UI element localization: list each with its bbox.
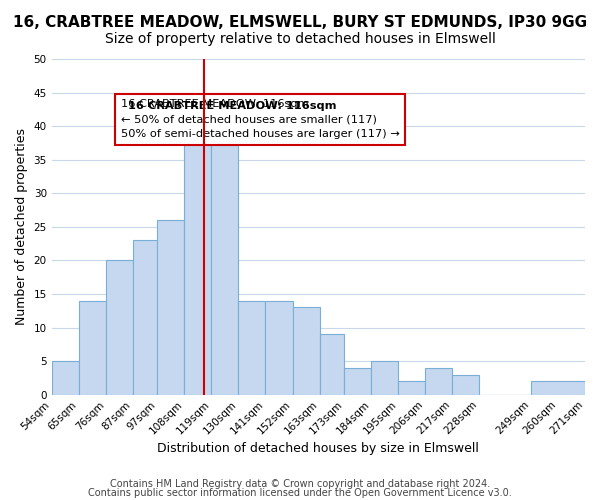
Text: Contains public sector information licensed under the Open Government Licence v3: Contains public sector information licen… <box>88 488 512 498</box>
Bar <box>293 308 320 394</box>
Bar <box>344 368 371 394</box>
Bar <box>452 374 479 394</box>
Y-axis label: Number of detached properties: Number of detached properties <box>15 128 28 326</box>
Text: Contains HM Land Registry data © Crown copyright and database right 2024.: Contains HM Land Registry data © Crown c… <box>110 479 490 489</box>
Bar <box>398 382 425 394</box>
Bar <box>133 240 157 394</box>
Bar <box>371 361 398 394</box>
Bar <box>320 334 344 394</box>
X-axis label: Distribution of detached houses by size in Elmswell: Distribution of detached houses by size … <box>157 442 479 455</box>
Text: 16, CRABTREE MEADOW, ELMSWELL, BURY ST EDMUNDS, IP30 9GG: 16, CRABTREE MEADOW, ELMSWELL, BURY ST E… <box>13 15 587 30</box>
Bar <box>52 361 79 394</box>
Bar <box>265 300 293 394</box>
Bar <box>531 382 585 394</box>
Bar <box>157 220 184 394</box>
Bar <box>238 300 265 394</box>
Bar <box>211 133 238 394</box>
Bar <box>106 260 133 394</box>
Bar <box>184 133 211 394</box>
Bar <box>425 368 452 394</box>
Text: 16 CRABTREE MEADOW: 116sqm
← 50% of detached houses are smaller (117)
50% of sem: 16 CRABTREE MEADOW: 116sqm ← 50% of deta… <box>121 100 400 139</box>
Text: Size of property relative to detached houses in Elmswell: Size of property relative to detached ho… <box>104 32 496 46</box>
Text: 16 CRABTREE MEADOW: 116sqm: 16 CRABTREE MEADOW: 116sqm <box>128 100 337 110</box>
Bar <box>79 300 106 394</box>
